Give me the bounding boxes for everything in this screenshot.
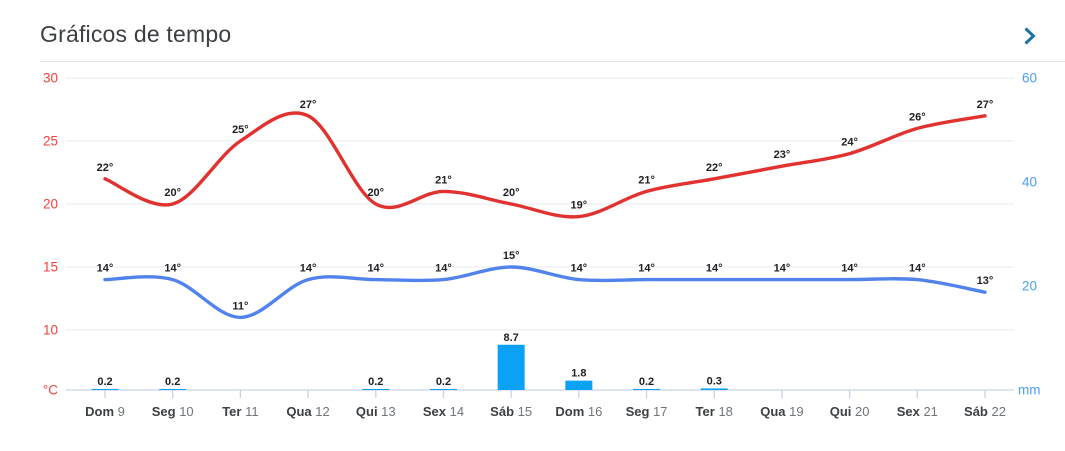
- day-label: Dom 9: [85, 404, 125, 419]
- svg-text:0.2: 0.2: [165, 376, 180, 388]
- svg-text:40: 40: [1022, 175, 1037, 190]
- day-label: Seg 17: [626, 404, 668, 419]
- svg-text:14°: 14°: [909, 263, 926, 275]
- temperatura-minima-line: 14° 14° 11° 14° 14° 14° 15° 14° 14° 14° 14° 14° 14° 1…: [97, 250, 994, 320]
- expand-charts-button[interactable]: [1017, 23, 1043, 49]
- svg-text:14°: 14°: [300, 263, 317, 275]
- svg-text:14°: 14°: [571, 263, 588, 275]
- svg-text:22°: 22°: [97, 162, 114, 174]
- precipitation-bar: [700, 388, 728, 390]
- svg-text:0.2: 0.2: [97, 376, 112, 388]
- day-label: Qui 20: [830, 404, 870, 419]
- day-label: Seg 10: [152, 404, 194, 419]
- day-label: Qua 19: [760, 404, 803, 419]
- day-label: Sex 21: [897, 404, 938, 419]
- precipitation-bar: [565, 380, 593, 390]
- svg-text:14°: 14°: [164, 263, 181, 275]
- day-label: Dom 16: [555, 404, 602, 419]
- svg-text:20°: 20°: [164, 187, 181, 199]
- svg-text:14°: 14°: [774, 263, 791, 275]
- svg-text:27°: 27°: [300, 99, 317, 111]
- precipitation-bar: [497, 344, 525, 390]
- svg-text:0.2: 0.2: [639, 376, 654, 388]
- x-axis-line: [66, 389, 1014, 398]
- svg-text:20: 20: [43, 197, 58, 212]
- svg-text:0.2: 0.2: [436, 376, 451, 388]
- day-label: Sáb 22: [964, 404, 1006, 419]
- svg-text:11°: 11°: [232, 300, 248, 312]
- svg-text:1.8: 1.8: [571, 368, 586, 380]
- card-header: Gráficos de tempo: [0, 0, 1065, 62]
- svg-text:19°: 19°: [571, 200, 588, 212]
- svg-text:21°: 21°: [435, 174, 452, 186]
- svg-text:14°: 14°: [841, 263, 858, 275]
- day-label: Sáb 15: [490, 404, 532, 419]
- svg-text:25: 25: [43, 134, 58, 149]
- svg-text:23°: 23°: [774, 149, 791, 161]
- chevron-right-icon: [1017, 27, 1043, 52]
- weather-chart: 30 25 20 15 10 °C 60 40 20 mm 0.2 0.2 0.2 0.2 8.7 1.8 0.…: [0, 62, 1065, 430]
- svg-text:10: 10: [43, 323, 58, 338]
- svg-text:21°: 21°: [638, 174, 655, 186]
- x-axis-labels: Dom 9 Seg 10 Ter 11 Qua 12 Qui 13 Sex 14 Sáb 1…: [85, 404, 1006, 419]
- precipitation-bar: [159, 388, 187, 390]
- page-title: Gráficos de tempo: [40, 21, 232, 47]
- svg-text:20: 20: [1022, 279, 1037, 294]
- day-label: Qua 12: [286, 404, 329, 419]
- precipitation-bar: [362, 388, 390, 390]
- day-label: Ter 18: [696, 404, 733, 419]
- precipitation-bar: [429, 388, 457, 390]
- svg-text:30: 30: [43, 71, 58, 86]
- svg-text:13°: 13°: [977, 275, 994, 287]
- svg-text:mm: mm: [1018, 383, 1041, 398]
- svg-text:15°: 15°: [503, 250, 520, 262]
- day-label: Ter 11: [222, 404, 258, 419]
- svg-text:8.7: 8.7: [504, 332, 519, 344]
- svg-text:22°: 22°: [706, 162, 723, 174]
- svg-text:14°: 14°: [435, 263, 452, 275]
- precipitation-bar: [91, 388, 119, 390]
- temperatura-maxima-line: 22° 20° 25° 27° 20° 21° 20° 19° 21° 22° 23° 24° 26° 2…: [97, 99, 994, 219]
- svg-text:15: 15: [43, 260, 58, 275]
- precipitation-bars: 0.2 0.2 0.2 0.2 8.7 1.8 0.2 0.3: [91, 332, 728, 390]
- right-axis-labels: 60 40 20 mm: [1018, 71, 1041, 398]
- svg-text:14°: 14°: [367, 263, 384, 275]
- day-label: Qui 13: [356, 404, 396, 419]
- svg-text:26°: 26°: [909, 111, 926, 123]
- svg-text:14°: 14°: [97, 263, 114, 275]
- svg-text:0.2: 0.2: [368, 376, 383, 388]
- svg-text:20°: 20°: [367, 187, 384, 199]
- svg-text:14°: 14°: [638, 263, 655, 275]
- svg-text:27°: 27°: [977, 99, 994, 111]
- precipitation-bar: [633, 388, 661, 390]
- svg-text:24°: 24°: [841, 137, 858, 149]
- day-label: Sex 14: [423, 404, 464, 419]
- gridlines: [66, 77, 1014, 331]
- svg-text:14°: 14°: [706, 263, 723, 275]
- header-divider: [40, 61, 1065, 62]
- svg-text:25°: 25°: [232, 124, 249, 136]
- svg-text:20°: 20°: [503, 187, 520, 199]
- svg-text:60: 60: [1022, 71, 1037, 86]
- left-axis-labels: 30 25 20 15 10 °C: [43, 71, 58, 398]
- svg-text:°C: °C: [43, 383, 58, 398]
- svg-text:0.3: 0.3: [707, 375, 722, 387]
